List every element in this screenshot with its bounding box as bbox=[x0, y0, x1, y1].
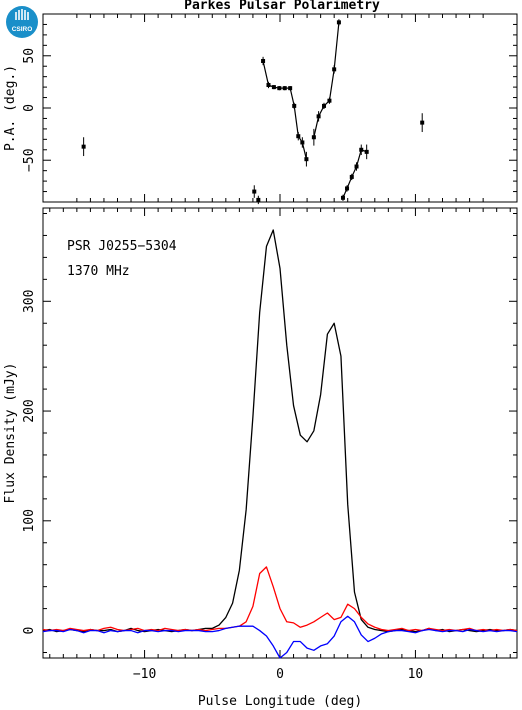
pa-point bbox=[420, 120, 425, 125]
pa-point bbox=[266, 83, 271, 88]
pa-point bbox=[300, 140, 305, 145]
csiro-logo: CSIRO bbox=[6, 6, 38, 38]
logo-text: CSIRO bbox=[12, 26, 33, 33]
linear-polarization-line bbox=[42, 566, 518, 632]
pa-point bbox=[252, 189, 257, 194]
flux-y-tick-label: 300 bbox=[22, 290, 37, 313]
pa-data bbox=[81, 19, 425, 205]
x-axis-label: Pulse Longitude (deg) bbox=[198, 694, 362, 709]
pa-point bbox=[349, 174, 354, 179]
x-tick-label: −10 bbox=[133, 667, 156, 682]
flux-y-tick-label: 0 bbox=[22, 627, 37, 635]
x-tick-label: 10 bbox=[408, 667, 424, 682]
pa-point bbox=[288, 86, 293, 91]
pa-point bbox=[296, 134, 301, 139]
pa-point bbox=[345, 186, 350, 191]
flux-y-tick-label: 200 bbox=[22, 399, 37, 422]
pa-connector-line bbox=[262, 60, 307, 160]
pa-point bbox=[354, 164, 359, 169]
pa-point bbox=[332, 67, 337, 72]
total-intensity-line bbox=[42, 229, 518, 633]
logo-bars-icon bbox=[15, 9, 29, 20]
pa-point bbox=[364, 149, 369, 154]
chart-title: Parkes Pulsar Polarimetry bbox=[184, 0, 380, 13]
circular-polarization-line bbox=[42, 615, 518, 659]
pa-point bbox=[277, 86, 282, 91]
flux-y-tick-label: 100 bbox=[22, 509, 37, 532]
pa-y-axis-label: P.A. (deg.) bbox=[3, 65, 18, 151]
pa-y-tick-label: 0 bbox=[22, 104, 37, 112]
pa-point bbox=[336, 20, 341, 25]
pa-point bbox=[271, 85, 276, 90]
pa-y-tick-label: 50 bbox=[22, 48, 37, 64]
flux-y-axis-label: Flux Density (mJy) bbox=[3, 363, 18, 504]
pa-point bbox=[340, 195, 345, 200]
pa-point bbox=[256, 197, 261, 202]
pa-point bbox=[322, 103, 327, 108]
flux-data bbox=[42, 229, 518, 659]
pa-point bbox=[292, 103, 297, 108]
pa-point bbox=[327, 98, 332, 103]
pa-point bbox=[304, 157, 309, 162]
pa-connector-line bbox=[342, 148, 367, 199]
x-tick-label: 0 bbox=[276, 667, 284, 682]
pa-point bbox=[261, 59, 266, 63]
pa-point bbox=[311, 135, 316, 140]
pa-axes: −50 0 50 bbox=[22, 14, 517, 202]
pa-y-tick-label: −50 bbox=[22, 148, 37, 171]
pa-panel-frame bbox=[42, 13, 518, 203]
pulsar-name-label: PSR J0255−5304 bbox=[67, 239, 177, 254]
pa-point bbox=[316, 114, 321, 119]
frequency-label: 1370 MHz bbox=[67, 264, 130, 279]
pa-point bbox=[282, 86, 287, 91]
pa-point bbox=[81, 144, 86, 149]
pa-point bbox=[359, 147, 364, 152]
pa-connector-line bbox=[313, 22, 340, 138]
